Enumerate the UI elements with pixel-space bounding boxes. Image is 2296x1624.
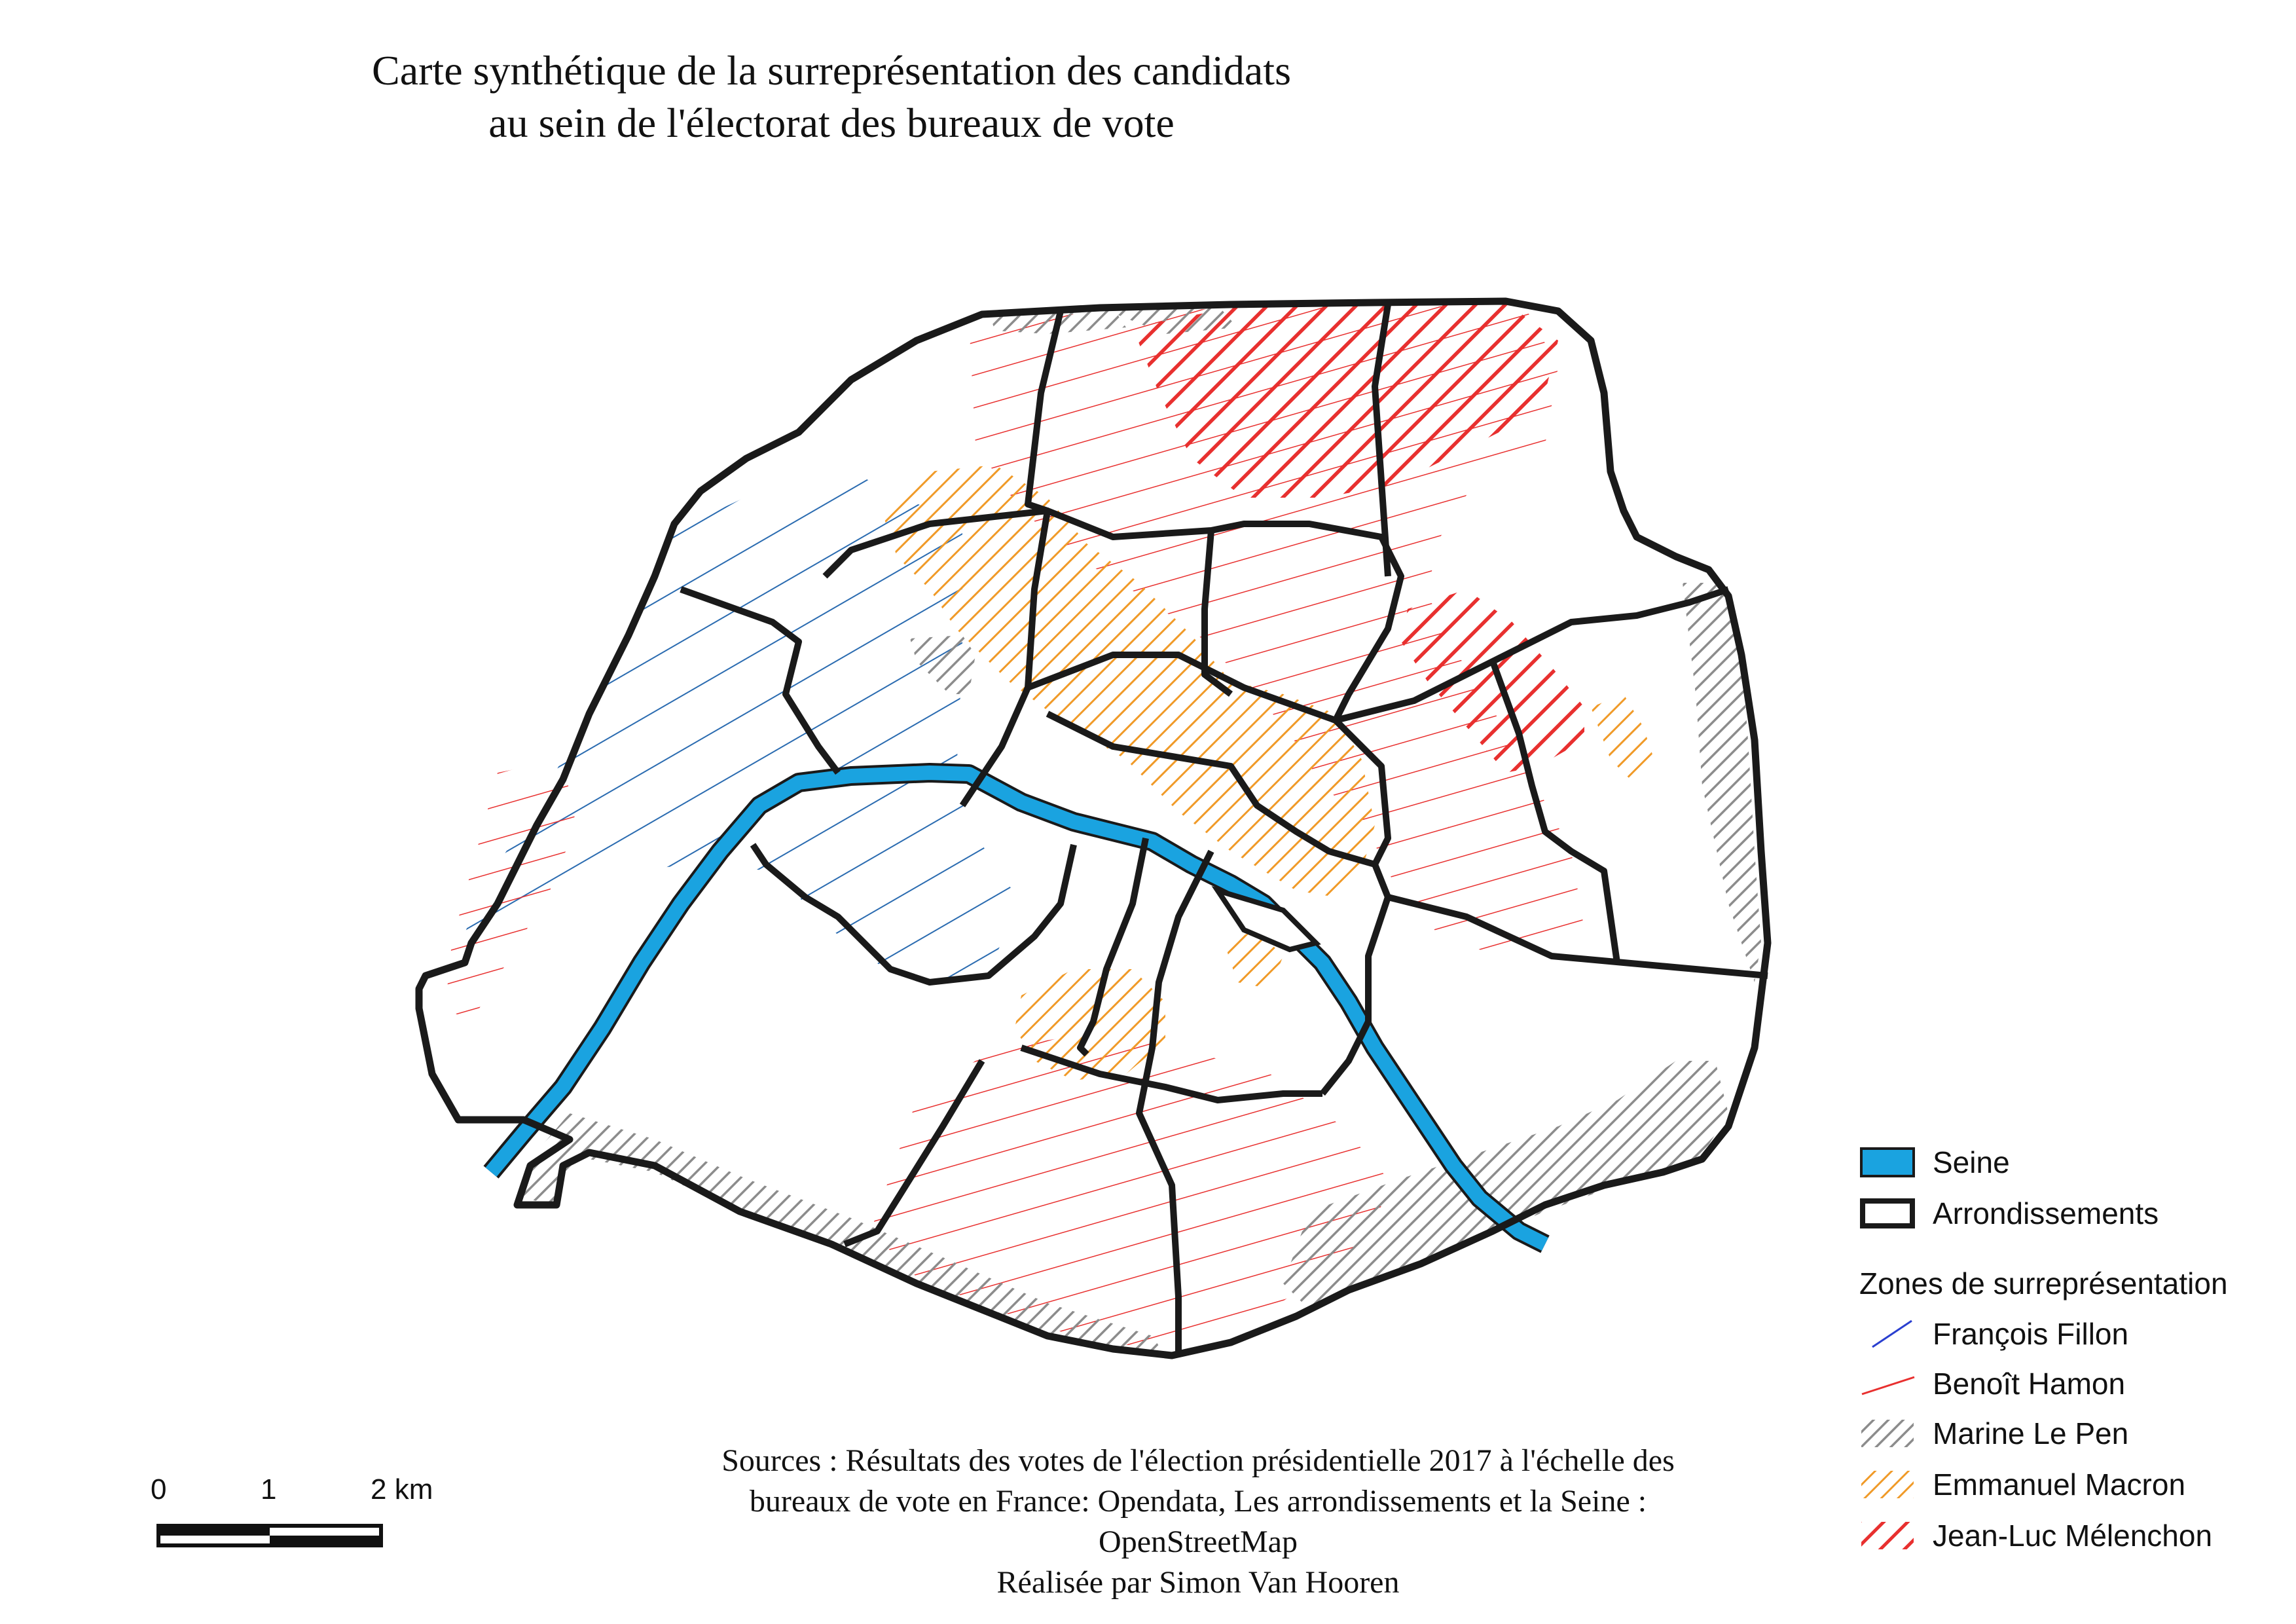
seine-river-fill bbox=[485, 766, 1548, 1251]
le-pen-zone-center bbox=[910, 635, 975, 694]
legend-label-le-pen: Marine Le Pen bbox=[1933, 1416, 2129, 1450]
legend-item-fillon: François Fillon bbox=[1859, 1314, 2278, 1354]
melenchon-swatch bbox=[1861, 1522, 1914, 1549]
paris-outline-border bbox=[415, 297, 1772, 1359]
sources-line-3: OpenStreetMap bbox=[1099, 1524, 1298, 1559]
arrondissements-swatch bbox=[1860, 1198, 1915, 1228]
arrondissement-borders bbox=[680, 304, 1768, 1356]
legend-label-macron: Emmanuel Macron bbox=[1933, 1467, 2186, 1502]
legend-item-melenchon: Jean-Luc Mélenchon bbox=[1859, 1516, 2278, 1555]
hamon-zone-south bbox=[871, 1035, 1388, 1349]
sources-line-1: Sources : Résultats des votes de l'élect… bbox=[721, 1443, 1675, 1478]
legend-label-arrondissements: Arrondissements bbox=[1933, 1196, 2159, 1230]
melenchon-zone-north bbox=[1133, 303, 1558, 498]
scale-bar-graphic bbox=[156, 1524, 383, 1547]
legend-label-melenchon: Jean-Luc Mélenchon bbox=[1933, 1519, 2213, 1553]
melenchon-zone-east bbox=[1401, 589, 1584, 773]
seine-island bbox=[1211, 885, 1321, 953]
melenchon-zones bbox=[1133, 303, 1584, 773]
legend-zones-heading: Zones de surreprésentation bbox=[1859, 1266, 2228, 1301]
macron-zone-south-small bbox=[1224, 930, 1283, 989]
macron-zone-center bbox=[884, 465, 1375, 897]
hamon-swatch bbox=[1861, 1376, 1915, 1395]
hamon-zone-west bbox=[445, 760, 576, 1022]
fillon-zones bbox=[458, 471, 1021, 982]
scale-label-1: 1 bbox=[261, 1473, 277, 1505]
hamon-zone-north bbox=[969, 305, 1584, 963]
legend-label-hamon: Benoît Hamon bbox=[1933, 1367, 2126, 1401]
legend-item-macron: Emmanuel Macron bbox=[1859, 1465, 2278, 1504]
fillon-swatch bbox=[1872, 1320, 1912, 1348]
le-pen-zone-east bbox=[1683, 583, 1761, 982]
legend-item-hamon: Benoît Hamon bbox=[1859, 1364, 2278, 1403]
le-pen-swatch bbox=[1861, 1420, 1914, 1447]
macron-swatch bbox=[1861, 1471, 1914, 1498]
macron-zone-east bbox=[1591, 694, 1656, 786]
fillon-zone-west bbox=[458, 471, 1021, 982]
legend-item-arrondissements: Arrondissements bbox=[1859, 1194, 2278, 1233]
sources-line-4: Réalisée par Simon Van Hooren bbox=[996, 1565, 1400, 1600]
map-title-line-1: Carte synthétique de la surreprésentatio… bbox=[372, 47, 1291, 94]
sources-line-2: bureaux de vote en France: Opendata, Les… bbox=[749, 1484, 1647, 1519]
map-sources: Sources : Résultats des votes de l'élect… bbox=[648, 1441, 1748, 1603]
seine-swatch bbox=[1860, 1147, 1915, 1177]
le-pen-zone-south-west bbox=[524, 1113, 1165, 1356]
scale-label-2: 2 km bbox=[371, 1473, 433, 1505]
legend-item-seine: Seine bbox=[1859, 1143, 2278, 1182]
legend-label-seine: Seine bbox=[1933, 1145, 2010, 1179]
le-pen-zone-south-east bbox=[1283, 1061, 1728, 1310]
map-title-line-2: au sein de l'électorat des bureaux de vo… bbox=[488, 100, 1175, 146]
scale-label-0: 0 bbox=[151, 1473, 167, 1505]
legend-item-le-pen: Marine Le Pen bbox=[1859, 1414, 2278, 1453]
map-title: Carte synthétique de la surreprésentatio… bbox=[0, 45, 1663, 149]
legend-label-fillon: François Fillon bbox=[1933, 1317, 2129, 1351]
hamon-zones bbox=[445, 305, 1584, 1349]
